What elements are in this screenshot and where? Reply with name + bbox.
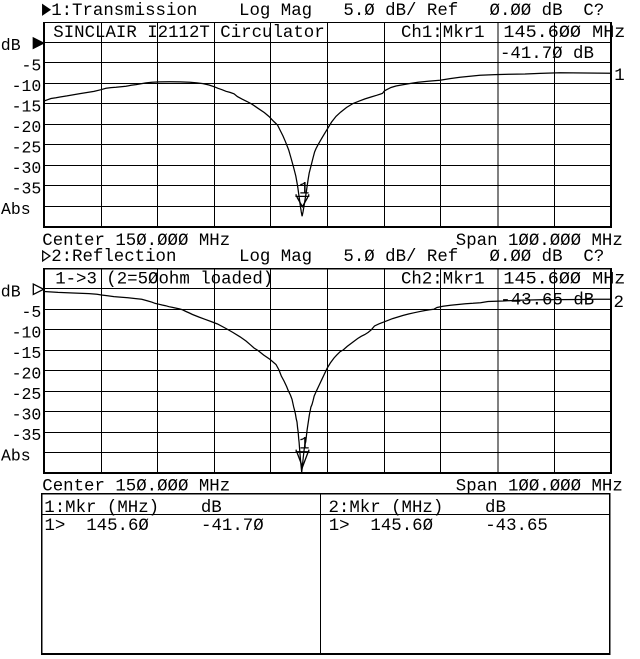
- svg-text:-10: -10: [12, 324, 42, 343]
- svg-text:Mkr1: Mkr1: [443, 271, 485, 290]
- svg-text:-15: -15: [12, 344, 42, 363]
- svg-text:2: 2: [614, 294, 624, 313]
- svg-text:SINCLAIR I2112T Circulator: SINCLAIR I2112T Circulator: [53, 24, 324, 43]
- svg-text:Mkr1: Mkr1: [443, 24, 485, 43]
- svg-text:2:Reflection Log Mag 5.: 2:Reflection Log Mag 5.Ø dB/ Ref Ø.ØØ dB…: [51, 248, 604, 267]
- svg-text:dB: dB: [1, 36, 21, 55]
- svg-text:1: 1: [299, 436, 309, 455]
- svg-text:Center 15Ø.ØØØ MHz: Center 15Ø.ØØØ MHz: [42, 232, 230, 251]
- svg-text:(2=5Øohm loaded): (2=5Øohm loaded): [106, 271, 273, 290]
- svg-text:-35: -35: [12, 179, 42, 198]
- svg-text:Ch1:: Ch1:: [401, 24, 443, 43]
- svg-text:145.6ØØ MHz: 145.6ØØ MHz: [503, 271, 625, 290]
- svg-text:1:Mkr (MHz) dB: 1:Mkr (MHz) dB: [44, 499, 221, 518]
- svg-text:-5: -5: [21, 303, 41, 322]
- svg-text:1: 1: [614, 67, 624, 86]
- svg-text:145.6ØØ MHz: 145.6ØØ MHz: [503, 24, 625, 43]
- svg-text:1> 145.6Ø -41.7Ø: 1> 145.6Ø -41.7Ø: [45, 517, 264, 536]
- svg-text:-5: -5: [21, 57, 41, 76]
- svg-text:-20: -20: [12, 365, 42, 384]
- svg-text:2:Mkr (MHz) dB: 2:Mkr (MHz) dB: [329, 499, 506, 518]
- svg-text:1> 145.6Ø -43.65: 1> 145.6Ø -43.65: [329, 517, 548, 536]
- svg-text:Span 1ØØ.ØØØ MHz: Span 1ØØ.ØØØ MHz: [456, 232, 623, 251]
- svg-text:-25: -25: [12, 385, 42, 404]
- svg-text:-35: -35: [12, 426, 42, 445]
- svg-text:Abs: Abs: [1, 446, 31, 465]
- svg-text:-30: -30: [12, 159, 42, 178]
- svg-text:-10: -10: [12, 77, 42, 96]
- svg-text:1: 1: [299, 181, 309, 200]
- svg-text:1->3: 1->3: [55, 271, 97, 290]
- svg-text:-25: -25: [12, 138, 42, 157]
- svg-text:-15: -15: [12, 98, 42, 117]
- svg-text:Abs: Abs: [1, 200, 31, 219]
- svg-text:-43.65 dB: -43.65 dB: [500, 292, 594, 311]
- svg-text:Span 1ØØ.ØØØ MHz: Span 1ØØ.ØØØ MHz: [456, 478, 623, 497]
- svg-text:1:Transmission Log Mag 5.: 1:Transmission Log Mag 5.Ø dB/ Ref Ø.ØØ …: [51, 2, 604, 21]
- svg-text:Center 15Ø.ØØØ MHz: Center 15Ø.ØØØ MHz: [42, 478, 230, 497]
- svg-text:-30: -30: [12, 405, 42, 424]
- svg-text:dB: dB: [1, 283, 21, 302]
- svg-text:-41.7Ø dB: -41.7Ø dB: [500, 45, 594, 64]
- svg-text:Ch2:: Ch2:: [401, 271, 443, 290]
- svg-text:-20: -20: [12, 118, 42, 137]
